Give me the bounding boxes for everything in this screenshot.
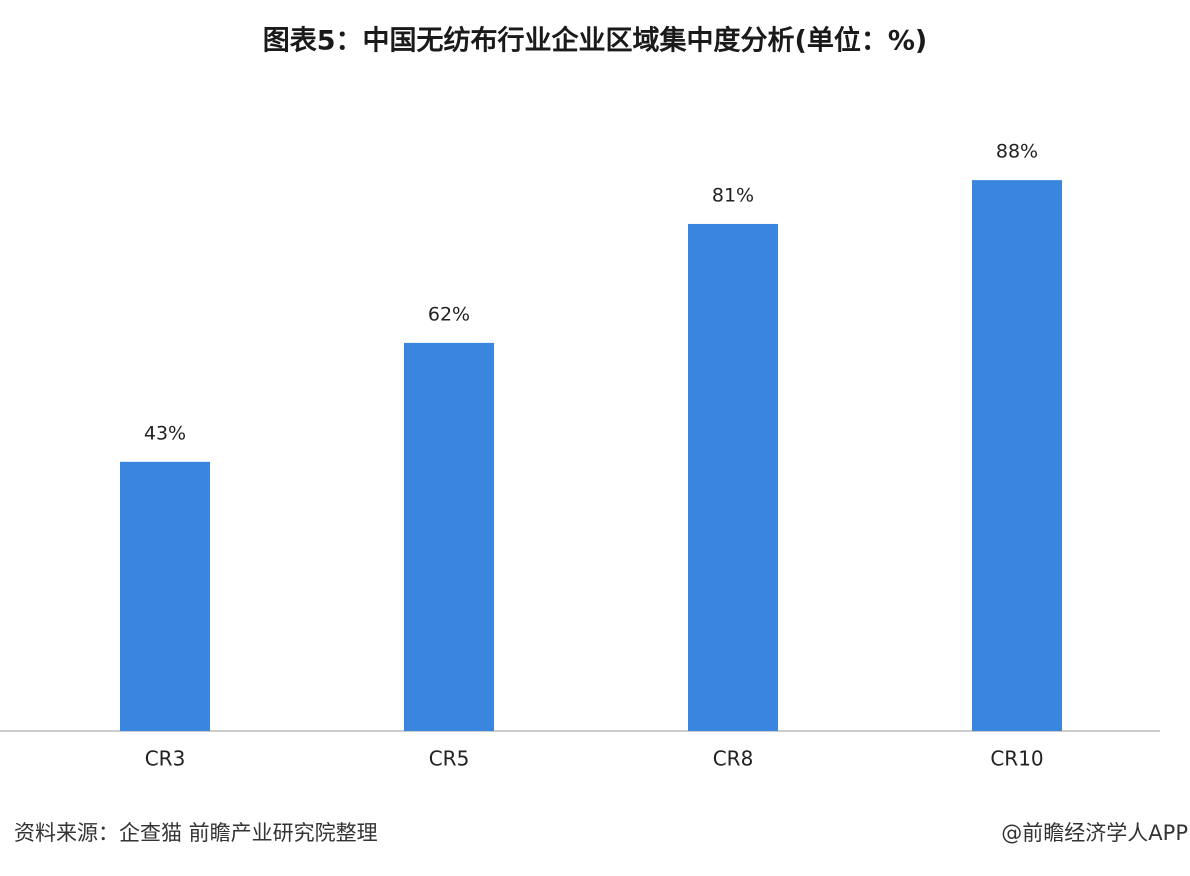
x-tick-label: CR3 — [145, 747, 186, 771]
value-label: 43% — [144, 422, 186, 444]
chart-title: 图表5：中国无纺布行业企业区域集中度分析(单位：%) — [263, 25, 928, 57]
bar — [404, 342, 494, 731]
value-label: 62% — [428, 303, 470, 325]
bar — [120, 461, 210, 731]
bar — [972, 180, 1062, 731]
value-label: 88% — [996, 141, 1038, 163]
value-label: 81% — [712, 184, 754, 206]
credit: @前瞻经济学人APP — [1001, 821, 1188, 845]
bar — [688, 223, 778, 731]
source-note: 资料来源：企查猫 前瞻产业研究院整理 — [14, 821, 378, 845]
x-tick-label: CR10 — [990, 747, 1043, 771]
x-tick-label: CR5 — [429, 747, 470, 771]
x-tick-label: CR8 — [713, 747, 754, 771]
